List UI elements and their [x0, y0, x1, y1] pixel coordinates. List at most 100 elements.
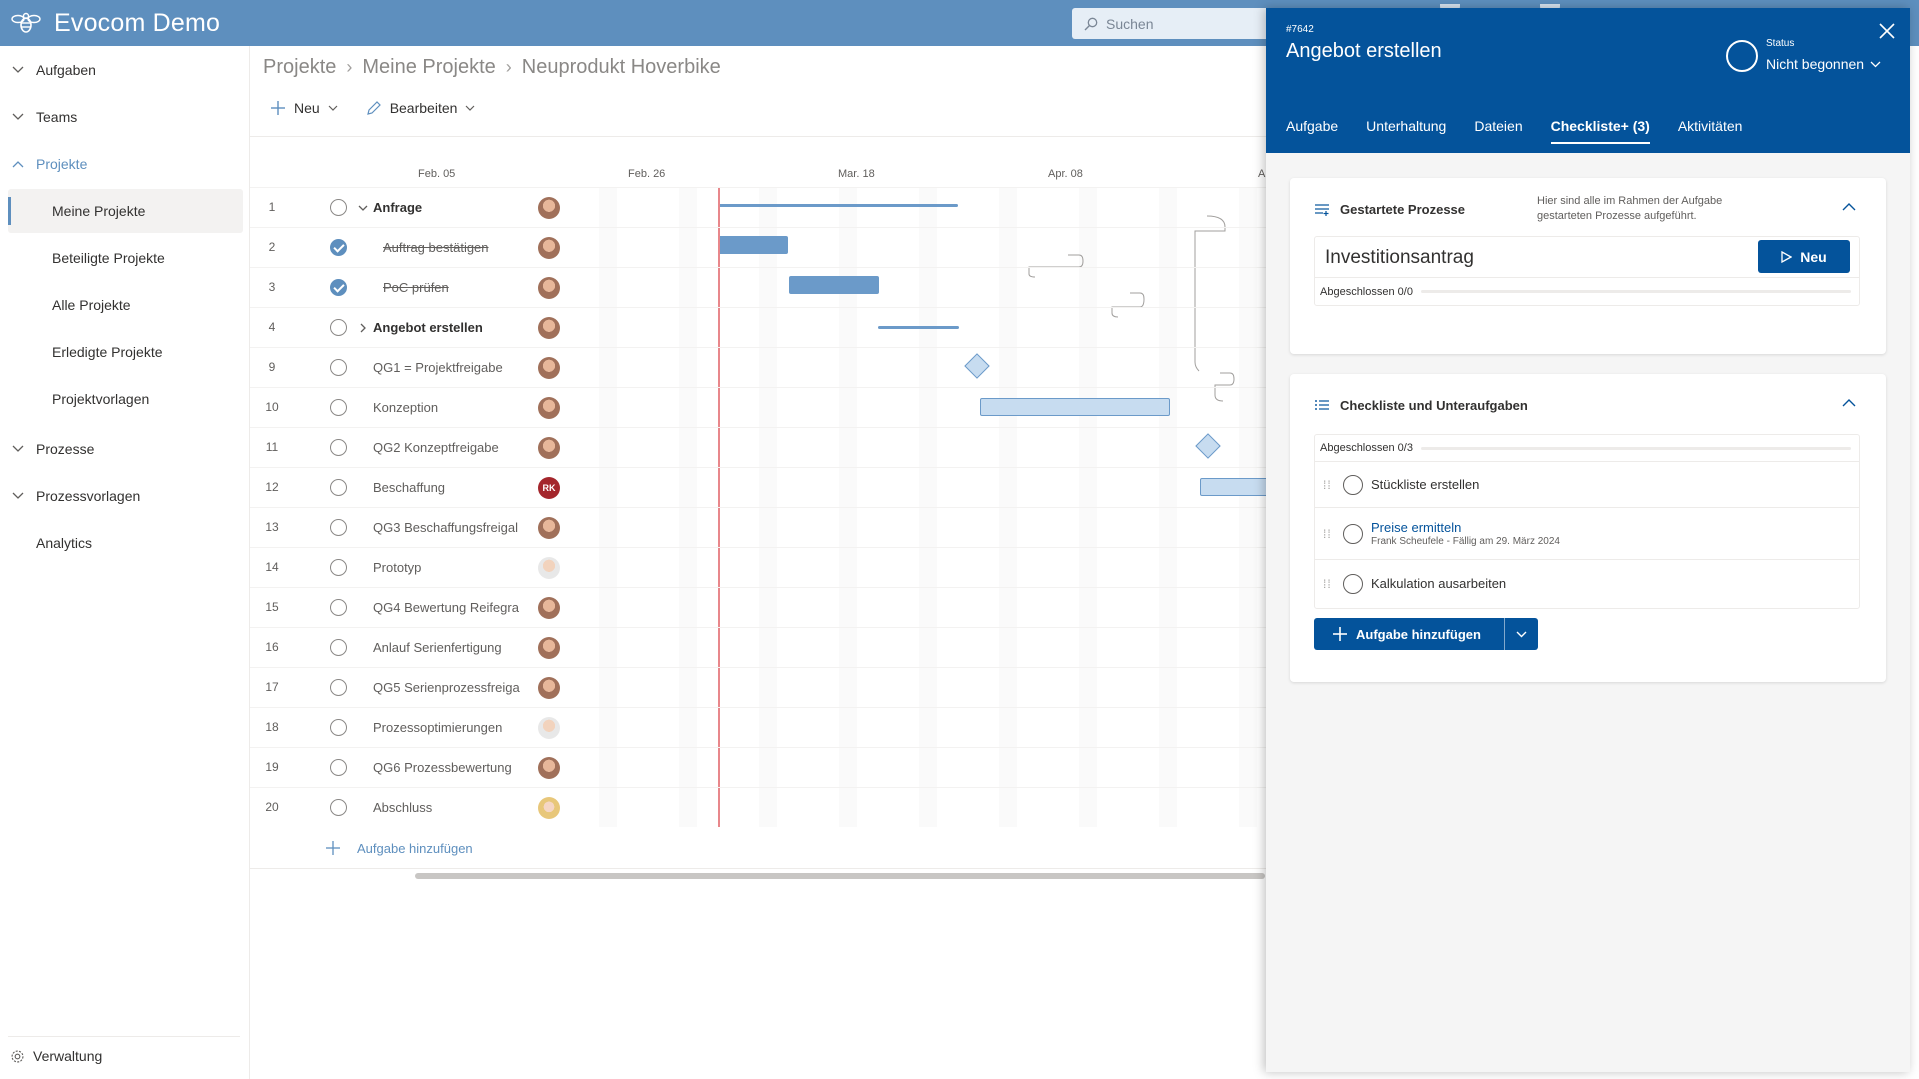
task-title[interactable]: Angebot erstellen	[1286, 40, 1442, 62]
task-checkbox[interactable]	[330, 279, 347, 296]
chevron-right-icon[interactable]	[358, 323, 368, 333]
nav-item-projekte[interactable]: Projekte	[0, 147, 87, 181]
assignee-avatar[interactable]	[538, 677, 560, 699]
task-checkbox[interactable]	[330, 319, 347, 336]
new-button[interactable]: Neu	[270, 100, 338, 116]
table-row[interactable]: 17 QG5 Serienprozessfreiga	[250, 667, 1270, 707]
search-input[interactable]: Suchen	[1072, 8, 1292, 39]
assignee-avatar[interactable]	[538, 237, 560, 259]
assignee-avatar[interactable]	[538, 557, 560, 579]
checklist-item[interactable]: ⁞⁞ Preise ermitteln Frank Scheufele - Fä…	[1315, 507, 1859, 559]
tab-aufgabe[interactable]: Aufgabe	[1286, 118, 1339, 134]
nav-item-erledigte-projekte[interactable]: Erledigte Projekte	[8, 330, 243, 374]
checklist-item[interactable]: ⁞⁞ Stückliste erstellen	[1315, 461, 1859, 507]
gantt-bar[interactable]	[789, 276, 879, 294]
table-row[interactable]: 20 Abschluss	[250, 787, 1270, 827]
task-title[interactable]: Abschluss	[373, 800, 433, 815]
task-title[interactable]: PoC prüfen	[383, 280, 449, 295]
tab-dateien[interactable]: Dateien	[1474, 118, 1523, 134]
assignee-avatar[interactable]	[538, 317, 560, 339]
checklist-checkbox[interactable]	[1343, 474, 1363, 495]
task-checkbox[interactable]	[330, 199, 347, 216]
task-checkbox[interactable]	[330, 759, 347, 776]
table-row[interactable]: 9 QG1 = Projektfreigabe	[250, 347, 1270, 387]
assignee-avatar[interactable]	[538, 597, 560, 619]
task-checkbox[interactable]	[330, 639, 347, 656]
breadcrumb-item[interactable]: Neuprodukt Hoverbike	[521, 56, 721, 78]
drag-handle-icon[interactable]: ⁞⁞	[1323, 576, 1332, 591]
add-subtask-main[interactable]: Aufgabe hinzufügen	[1314, 626, 1504, 642]
assignee-avatar[interactable]	[538, 277, 560, 299]
checklist-checkbox[interactable]	[1343, 523, 1363, 544]
table-row[interactable]: 14 Prototyp	[250, 547, 1270, 587]
add-subtask-dropdown[interactable]	[1504, 618, 1538, 650]
assignee-avatar[interactable]: RK	[538, 477, 560, 499]
task-title[interactable]: Konzeption	[373, 400, 439, 415]
table-row[interactable]: 4 Angebot erstellen	[250, 307, 1270, 347]
table-row[interactable]: 10 Konzeption	[250, 387, 1270, 427]
horizontal-scrollbar[interactable]	[415, 873, 1265, 879]
task-title[interactable]: Anlauf Serienfertigung	[373, 640, 502, 655]
task-checkbox[interactable]	[330, 719, 347, 736]
table-row[interactable]: 15 QG4 Bewertung Reifegra	[250, 587, 1270, 627]
task-checkbox[interactable]	[330, 679, 347, 696]
process-name[interactable]: Investitionsantrag	[1325, 247, 1474, 268]
task-checkbox[interactable]	[330, 479, 347, 496]
chevron-down-icon[interactable]	[358, 203, 368, 213]
assignee-avatar[interactable]	[538, 637, 560, 659]
table-row[interactable]: 19 QG6 Prozessbewertung	[250, 747, 1270, 787]
task-title[interactable]: QG6 Prozessbewertung	[373, 760, 512, 775]
gantt-summary-bar[interactable]	[878, 326, 959, 329]
close-icon[interactable]	[1878, 22, 1896, 40]
checklist-checkbox[interactable]	[1343, 573, 1363, 594]
assignee-avatar[interactable]	[538, 437, 560, 459]
breadcrumb-item[interactable]: Projekte	[263, 56, 337, 78]
drag-handle-icon[interactable]: ⁞⁞	[1323, 526, 1332, 541]
table-row[interactable]: 16 Anlauf Serienfertigung	[250, 627, 1270, 667]
table-row[interactable]: 2 Auftrag bestätigen	[250, 227, 1270, 267]
task-checkbox[interactable]	[330, 799, 347, 816]
status-indicator[interactable]	[1726, 40, 1758, 72]
table-row[interactable]: 1 Anfrage	[250, 187, 1270, 227]
chevron-up-icon[interactable]	[1842, 202, 1856, 212]
task-checkbox[interactable]	[330, 239, 347, 256]
task-title[interactable]: QG3 Beschaffungsfreigal	[373, 520, 519, 535]
nav-item-aufgaben[interactable]: Aufgaben	[0, 53, 96, 87]
nav-item-prozessvorlagen[interactable]: Prozessvorlagen	[0, 479, 140, 513]
chevron-up-icon[interactable]	[1842, 398, 1856, 408]
tab-aktivitaeten[interactable]: Aktivitäten	[1677, 118, 1743, 134]
subtask-link[interactable]: Preise ermitteln	[1371, 520, 1462, 535]
nav-item-verwaltung[interactable]: Verwaltung	[10, 1048, 102, 1064]
nav-item-beteiligte-projekte[interactable]: Beteiligte Projekte	[8, 236, 243, 280]
task-title[interactable]: Prozessoptimierungen	[373, 720, 503, 735]
task-checkbox[interactable]	[330, 439, 347, 456]
task-title[interactable]: Auftrag bestätigen	[383, 240, 489, 255]
task-checkbox[interactable]	[330, 599, 347, 616]
nav-item-analytics[interactable]: Analytics	[0, 526, 92, 560]
tab-checkliste[interactable]: Checkliste+ (3)	[1550, 118, 1650, 144]
nav-item-projektvorlagen[interactable]: Projektvorlagen	[8, 377, 243, 421]
status-dropdown[interactable]: Nicht begonnen	[1766, 56, 1881, 72]
table-row[interactable]: 13 QG3 Beschaffungsfreigal	[250, 507, 1270, 547]
nav-item-prozesse[interactable]: Prozesse	[0, 432, 94, 466]
table-row[interactable]: 12 Beschaffung RK	[250, 467, 1270, 507]
table-row[interactable]: 11 QG2 Konzeptfreigabe	[250, 427, 1270, 467]
task-title[interactable]: QG4 Bewertung Reifegra	[373, 600, 519, 615]
assignee-avatar[interactable]	[538, 797, 560, 819]
add-subtask-button[interactable]: Aufgabe hinzufügen	[1314, 618, 1538, 650]
gantt-bar[interactable]	[718, 236, 788, 254]
brand[interactable]: Evocom Demo	[10, 6, 220, 40]
nav-item-alle-projekte[interactable]: Alle Projekte	[8, 283, 243, 327]
gantt-summary-bar[interactable]	[718, 204, 958, 207]
nav-item-teams[interactable]: Teams	[0, 100, 77, 134]
assignee-avatar[interactable]	[538, 397, 560, 419]
tab-unterhaltung[interactable]: Unterhaltung	[1366, 118, 1447, 134]
task-title[interactable]: Angebot erstellen	[373, 320, 483, 335]
add-task-link[interactable]: Aufgabe hinzufügen	[325, 840, 473, 856]
edit-button[interactable]: Bearbeiten	[366, 100, 476, 116]
table-row[interactable]: 3 PoC prüfen	[250, 267, 1270, 307]
task-title[interactable]: Anfrage	[373, 200, 423, 215]
assignee-avatar[interactable]	[538, 717, 560, 739]
assignee-avatar[interactable]	[538, 757, 560, 779]
nav-item-meine-projekte[interactable]: Meine Projekte	[8, 189, 243, 233]
